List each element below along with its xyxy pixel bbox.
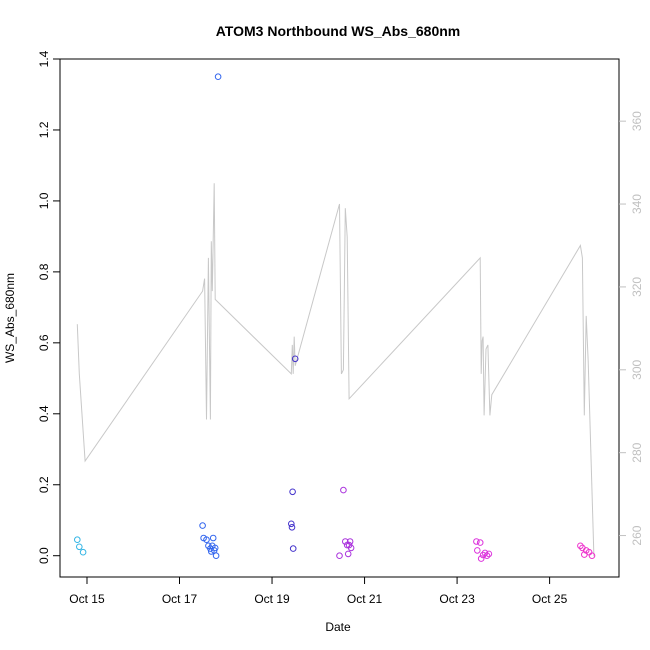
data-point bbox=[336, 552, 343, 560]
x-tick-label: Oct 21 bbox=[347, 592, 383, 606]
y2-tick-label: 300 bbox=[630, 359, 644, 379]
data-point bbox=[577, 542, 584, 550]
data-point bbox=[288, 520, 295, 528]
data-point bbox=[214, 73, 222, 80]
data-point bbox=[289, 545, 297, 552]
data-point bbox=[473, 538, 480, 545]
y-tick-label: 1.0 bbox=[37, 192, 51, 209]
data-point bbox=[79, 548, 87, 556]
data-point bbox=[344, 550, 352, 558]
data-point bbox=[485, 550, 493, 558]
chart-title: ATOM3 Northbound WS_Abs_680nm bbox=[216, 23, 461, 39]
secondary-line-layer bbox=[76, 183, 595, 557]
data-point bbox=[342, 538, 349, 545]
data-point bbox=[346, 538, 354, 545]
x-tick-label: Oct 15 bbox=[69, 592, 105, 606]
y2-tick-label: 320 bbox=[630, 277, 644, 297]
point-layer bbox=[74, 73, 596, 562]
data-point bbox=[203, 536, 210, 544]
data-point bbox=[76, 543, 83, 551]
data-point bbox=[340, 486, 347, 494]
x-axis: Oct 15 Oct 17 Oct 19 Oct 21 Oct 23 Oct 25 bbox=[69, 577, 568, 606]
data-point bbox=[476, 539, 484, 546]
y2-tick-label: 260 bbox=[630, 525, 644, 545]
x-axis-label: Date bbox=[325, 620, 351, 634]
y2-tick-label: 340 bbox=[630, 194, 644, 214]
x-tick-label: Oct 17 bbox=[162, 592, 198, 606]
y-tick-label: 0.0 bbox=[37, 547, 51, 564]
y-axis-label: WS_Abs_680nm bbox=[3, 273, 17, 363]
y-tick-label: 0.6 bbox=[37, 334, 51, 351]
x-tick-label: Oct 25 bbox=[532, 592, 568, 606]
data-point bbox=[199, 522, 206, 529]
plot-frame bbox=[59, 58, 620, 578]
secondary-series-line bbox=[76, 183, 595, 557]
secondary-y-axis: 260 280 300 320 340 360 bbox=[619, 111, 644, 546]
data-point bbox=[347, 544, 355, 552]
data-point bbox=[288, 524, 296, 531]
data-point bbox=[74, 536, 81, 544]
x-tick-label: Oct 23 bbox=[439, 592, 475, 606]
y-tick-label: 1.4 bbox=[37, 50, 51, 67]
data-point bbox=[211, 544, 219, 552]
x-tick-label: Oct 19 bbox=[254, 592, 290, 606]
y-tick-label: 0.4 bbox=[37, 405, 51, 422]
y-tick-label: 0.2 bbox=[37, 476, 51, 493]
data-point bbox=[477, 555, 485, 562]
data-point bbox=[209, 534, 217, 542]
data-point bbox=[588, 552, 596, 560]
y2-tick-label: 280 bbox=[630, 442, 644, 462]
data-point bbox=[212, 552, 220, 560]
y2-tick-label: 360 bbox=[630, 111, 644, 131]
data-point bbox=[291, 355, 299, 363]
data-point bbox=[289, 488, 296, 496]
y-tick-label: 0.8 bbox=[37, 263, 51, 280]
y-axis: 0.0 0.2 0.4 0.6 0.8 1.0 1.2 1.4 bbox=[37, 50, 60, 564]
data-point bbox=[483, 552, 491, 560]
data-point bbox=[474, 547, 481, 554]
y-tick-label: 1.2 bbox=[37, 121, 51, 138]
